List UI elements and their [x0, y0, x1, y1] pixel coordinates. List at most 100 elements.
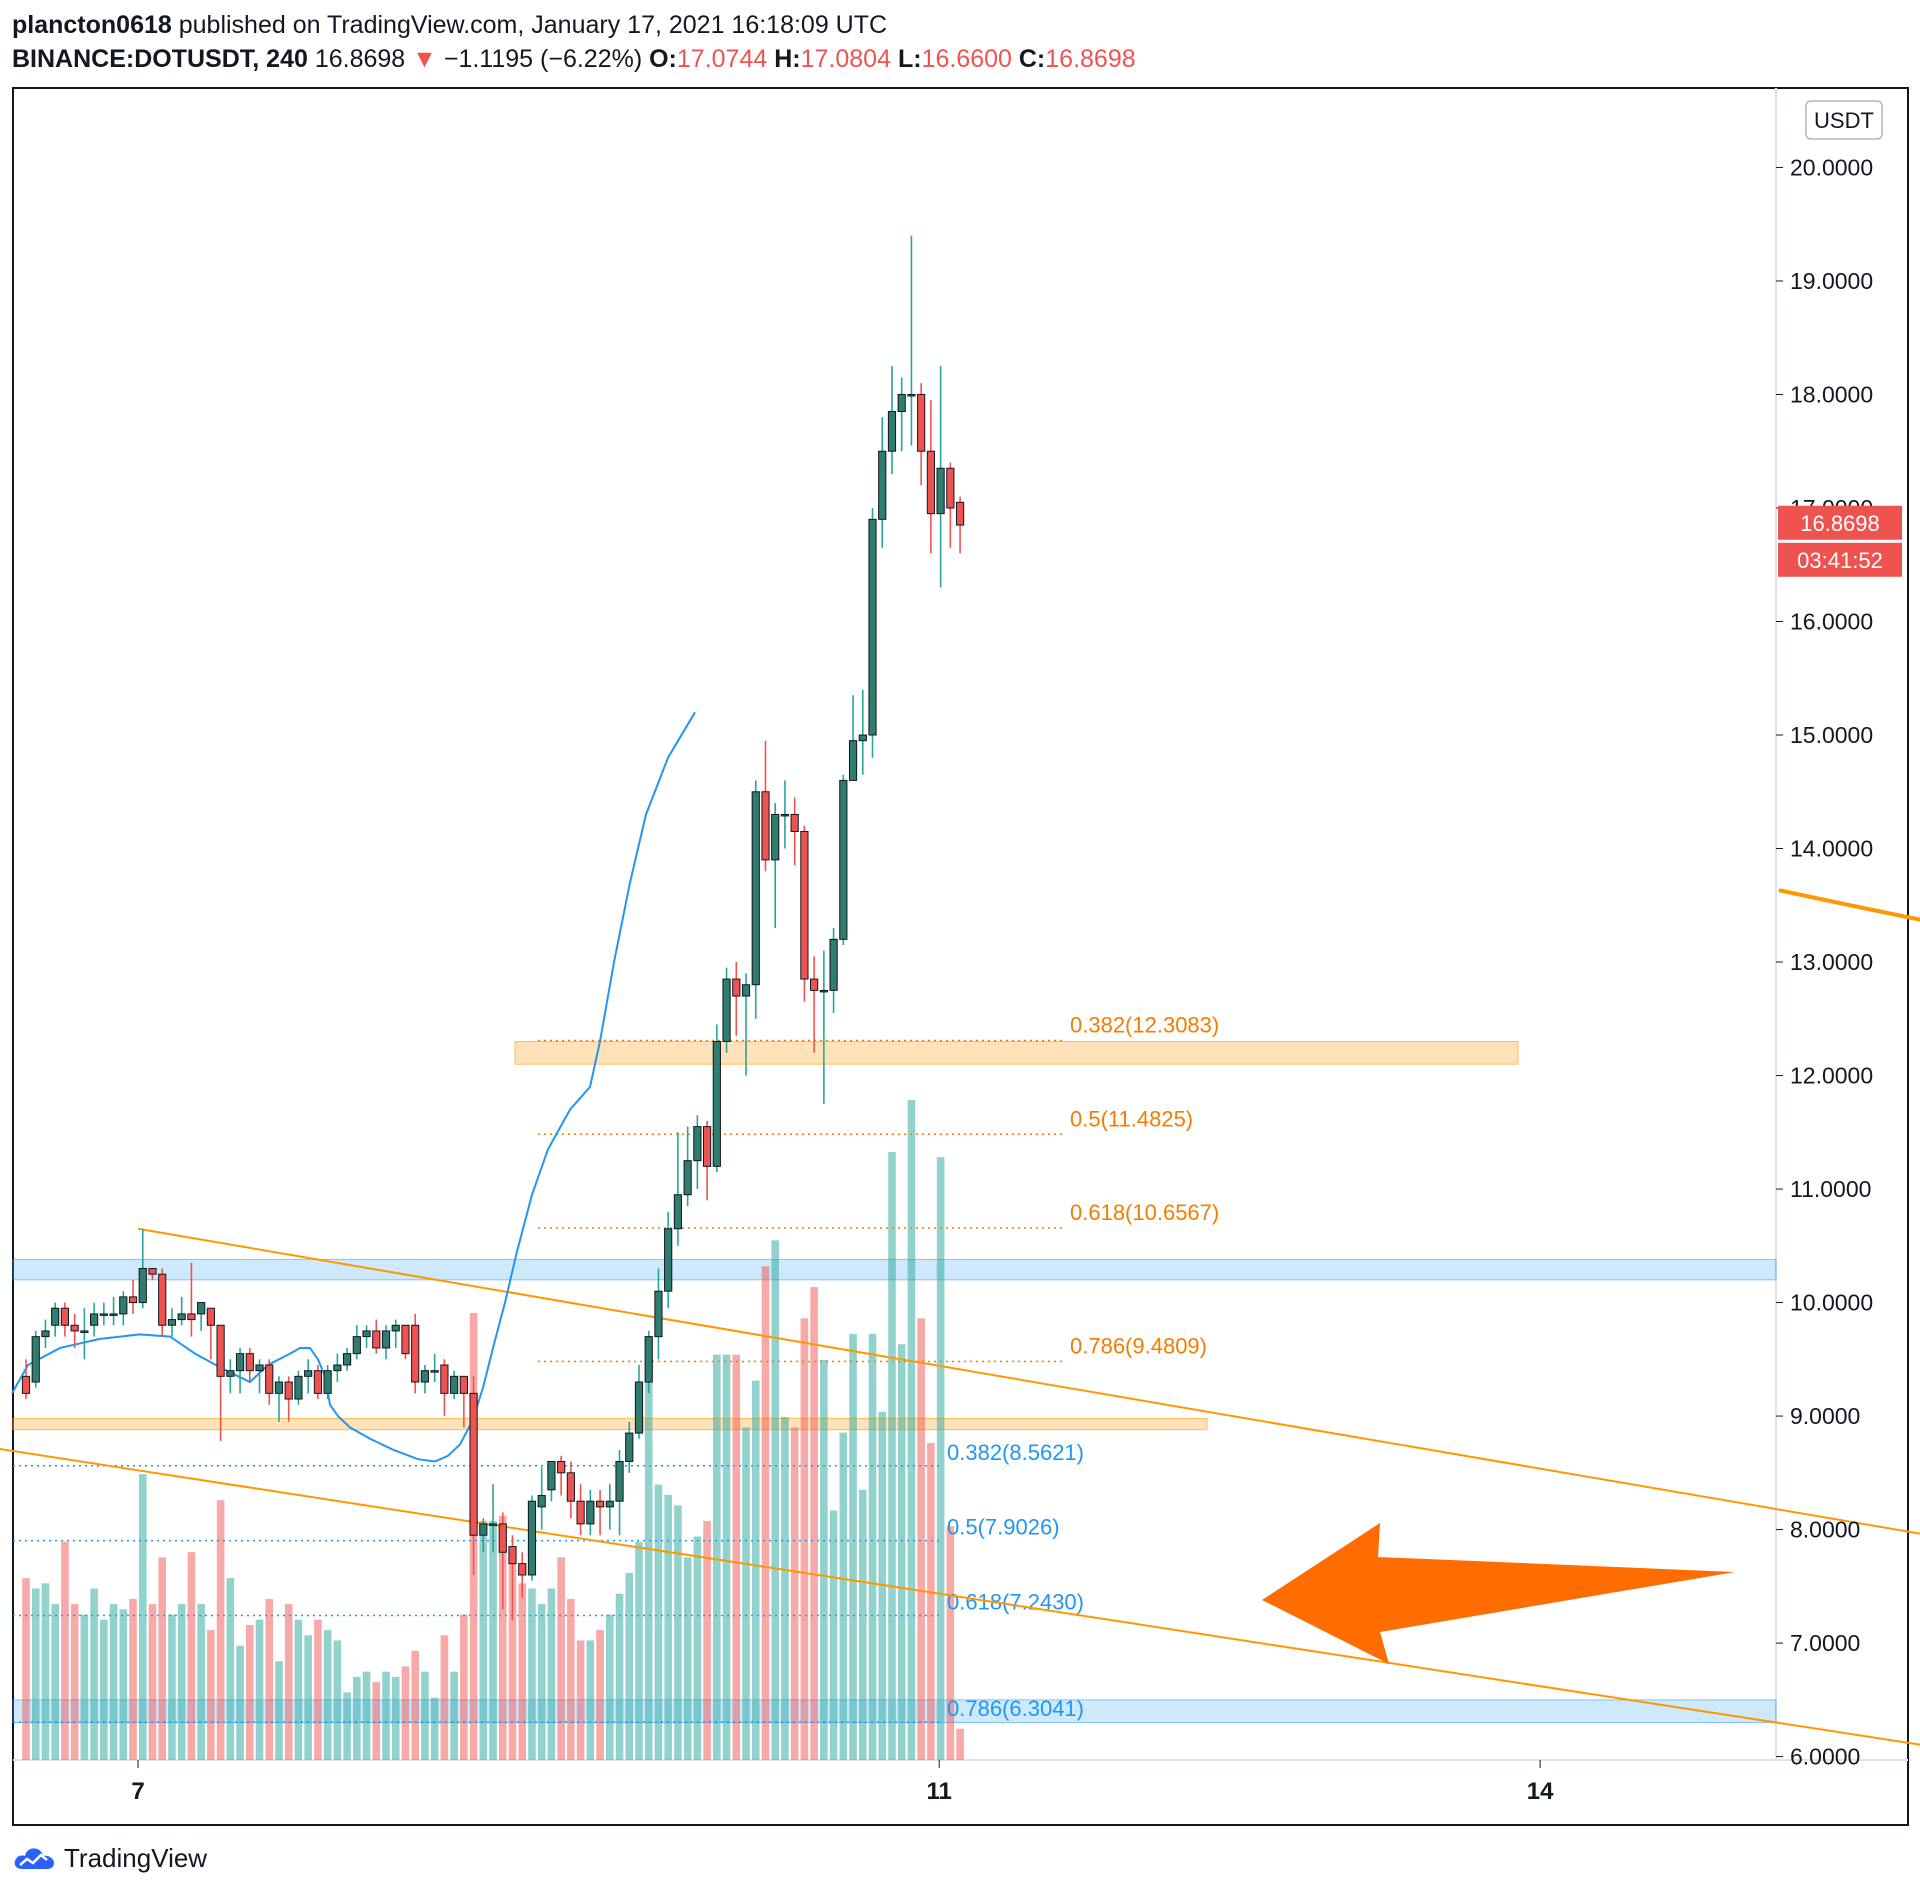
candle [226, 1359, 235, 1394]
symbol-name[interactable]: BINANCE:DOTUSDT, 240 [12, 45, 308, 73]
volume-bar [51, 1604, 59, 1760]
volume-bar [80, 1614, 89, 1760]
candle-body [878, 450, 887, 520]
candle [732, 962, 741, 1036]
candle-body [829, 938, 838, 991]
candle [430, 1353, 439, 1383]
candle-body [644, 1336, 653, 1383]
candle [917, 383, 926, 486]
arrow-layer [1262, 1523, 1735, 1664]
volume-bar [888, 1151, 896, 1760]
candle-body [917, 393, 926, 452]
candle [693, 1115, 702, 1190]
volume-bar [245, 1624, 254, 1760]
candle [527, 1495, 537, 1581]
volume-bar [314, 1619, 322, 1760]
volume-bar [878, 1411, 887, 1760]
volume-bar [635, 1541, 643, 1760]
candle-body [488, 1523, 498, 1526]
volume-bar [810, 1287, 818, 1760]
candle [878, 417, 887, 548]
candle [323, 1364, 332, 1400]
zone-orange [12, 1417, 1208, 1431]
volume-bar [100, 1619, 108, 1760]
volume-bar [654, 1484, 663, 1760]
time-axis[interactable]: 7111418212528 [131, 1760, 1920, 1805]
candle-body [109, 1313, 118, 1316]
price-axis[interactable]: 20.000019.000018.000017.000016.000015.00… [1776, 154, 1873, 1770]
candle [576, 1484, 585, 1536]
volume-bar [362, 1671, 371, 1760]
candle-body [926, 450, 935, 515]
candle-body [615, 1460, 624, 1502]
candle-body [401, 1324, 410, 1355]
volume-bar [839, 1432, 848, 1760]
volume-bar [207, 1630, 215, 1760]
candle-body [712, 1040, 721, 1167]
candle [245, 1347, 254, 1383]
candle-body [245, 1353, 254, 1372]
candle [411, 1313, 420, 1394]
fib-label-orange: 0.382(12.3083) [1070, 1013, 1219, 1038]
candle [829, 927, 838, 1014]
volume-bar [820, 1359, 828, 1760]
candle-body [810, 978, 819, 991]
candle [673, 1132, 683, 1246]
volume-bar [391, 1676, 400, 1760]
volume-bar [90, 1588, 98, 1760]
volume-bar [927, 1442, 935, 1760]
candle-body [216, 1324, 225, 1377]
volume-bar [547, 1588, 556, 1760]
candle [848, 695, 858, 781]
publisher-name[interactable]: plancton0618 [12, 11, 172, 39]
channel-line [0, 1448, 1920, 1746]
open-label: O: [649, 45, 677, 73]
candle [703, 1120, 712, 1201]
candle [605, 1484, 614, 1530]
last-price-box [1778, 505, 1902, 540]
publish-line: plancton0618 published on TradingView.co… [12, 8, 1912, 42]
candle [868, 507, 877, 758]
candle-body [70, 1324, 79, 1332]
fib-label-orange: 0.618(10.6567) [1070, 1200, 1219, 1225]
candle-body [586, 1500, 595, 1525]
candle [897, 377, 906, 452]
candle-body [625, 1432, 634, 1462]
candle [634, 1364, 644, 1439]
low-label: L: [897, 45, 922, 73]
candle [80, 1308, 89, 1360]
volume-bar [333, 1640, 342, 1760]
volume-bar [430, 1697, 439, 1760]
candle [167, 1308, 177, 1337]
volume-bar [615, 1593, 624, 1760]
price-tick-label: 9.0000 [1790, 1403, 1860, 1429]
candle-body [858, 734, 867, 742]
candle-body [819, 989, 828, 993]
volume-bar [460, 1614, 468, 1760]
volume-bar [255, 1619, 264, 1760]
last-price-value: 16.8698 [1800, 511, 1880, 536]
price-tick-label: 12.0000 [1790, 1063, 1873, 1089]
volume-bar [226, 1578, 235, 1760]
candle [712, 1024, 721, 1173]
candle [936, 366, 945, 588]
volume-bar [693, 1536, 702, 1760]
candle [70, 1313, 79, 1348]
candle [216, 1324, 225, 1442]
volume-bar [956, 1728, 964, 1760]
candle-body [352, 1336, 361, 1355]
candle [206, 1307, 215, 1360]
candle [664, 1211, 673, 1309]
price-tick-label: 8.0000 [1790, 1517, 1860, 1543]
currency-badge[interactable]: USDT [1805, 100, 1883, 140]
candle [138, 1228, 147, 1309]
footer-brand[interactable]: TradingView [12, 1838, 207, 1878]
volume-bar [751, 1380, 760, 1760]
candle-body [51, 1307, 60, 1326]
volume-bar [897, 1344, 906, 1760]
candle [780, 780, 790, 849]
candle-body [654, 1290, 663, 1338]
candle-body [187, 1313, 196, 1321]
time-tick-label: 7 [131, 1778, 144, 1805]
